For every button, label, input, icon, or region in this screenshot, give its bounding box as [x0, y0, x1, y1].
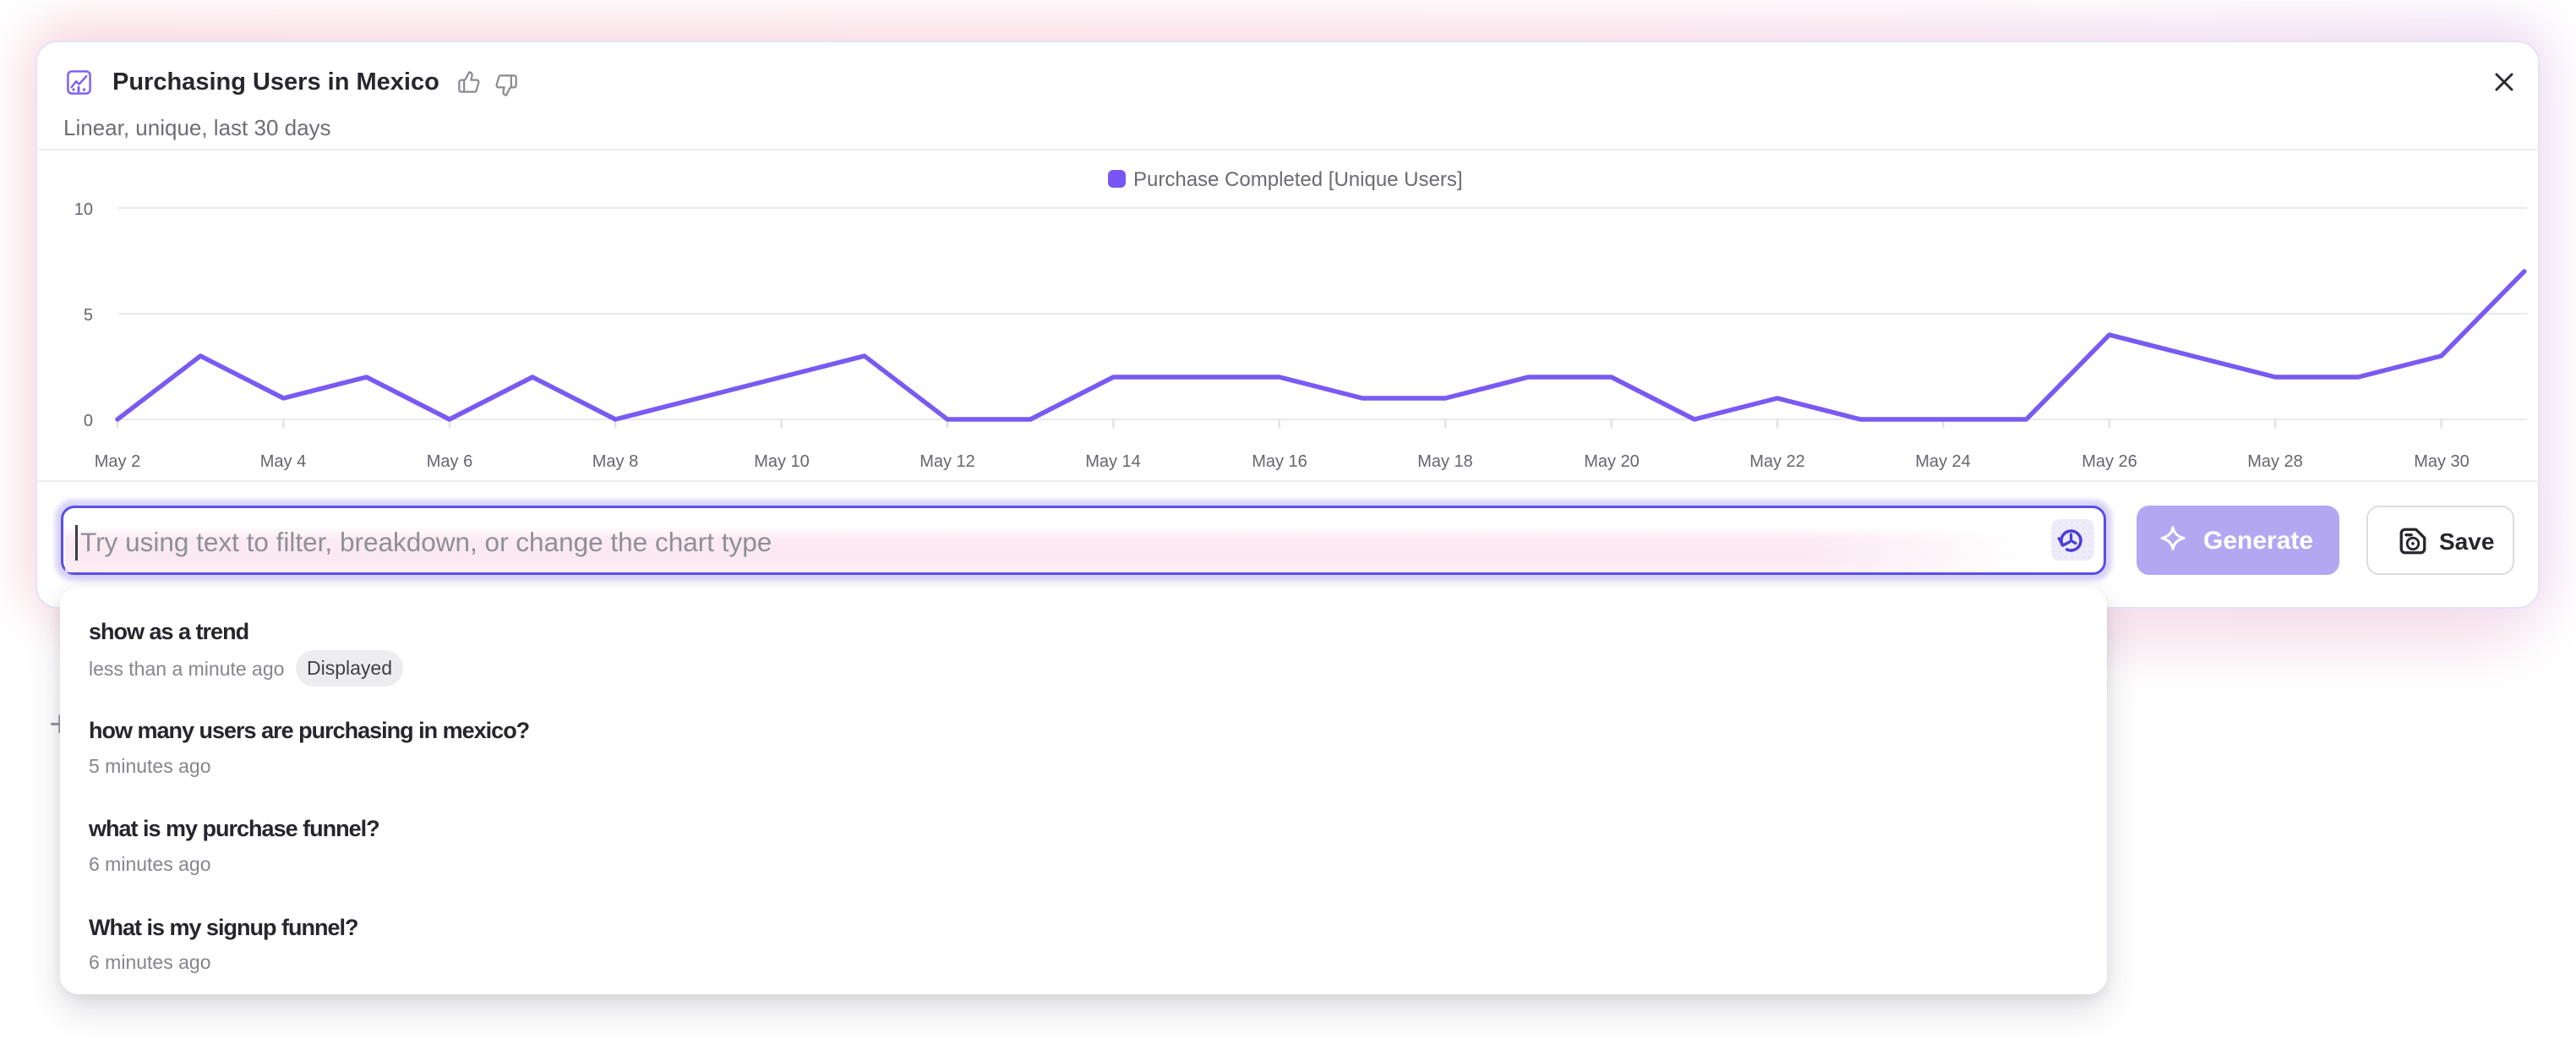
svg-text:May 22: May 22 — [1749, 452, 1805, 471]
svg-text:May 16: May 16 — [1252, 452, 1307, 471]
svg-text:May 30: May 30 — [2414, 452, 2470, 471]
svg-text:May 4: May 4 — [260, 452, 306, 471]
svg-text:5: 5 — [84, 306, 93, 325]
svg-text:May 8: May 8 — [592, 452, 638, 471]
svg-text:0: 0 — [84, 412, 93, 430]
svg-text:May 12: May 12 — [920, 452, 975, 471]
svg-text:May 14: May 14 — [1085, 452, 1141, 471]
svg-text:May 24: May 24 — [1915, 452, 1971, 471]
svg-text:May 20: May 20 — [1584, 452, 1640, 471]
svg-text:10: 10 — [74, 200, 93, 219]
svg-text:Purchase Completed [Unique Use: Purchase Completed [Unique Users] — [1133, 168, 1463, 191]
svg-text:May 10: May 10 — [754, 452, 810, 471]
svg-text:May 18: May 18 — [1417, 452, 1473, 471]
svg-text:May 2: May 2 — [95, 452, 140, 471]
svg-text:May 26: May 26 — [2082, 452, 2137, 471]
svg-text:May 6: May 6 — [427, 452, 472, 471]
svg-text:May 28: May 28 — [2247, 452, 2303, 471]
